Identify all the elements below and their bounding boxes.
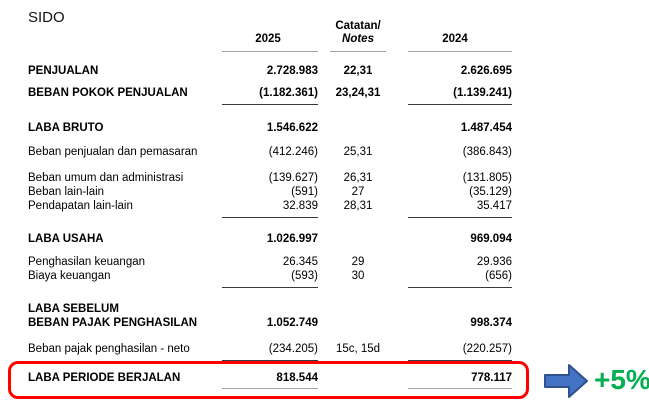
- statement-row: BEBAN POKOK PENJUALAN (1.182.361) 23,24,31…: [28, 86, 512, 100]
- rule-segment: [222, 216, 318, 218]
- value-2024: 969.094: [470, 233, 512, 245]
- row-label: Beban penjualan dan pemasaran: [28, 146, 198, 158]
- notes-header-line2: Notes: [342, 33, 374, 45]
- notes-value: 22,31: [343, 65, 373, 77]
- rule-segment: [408, 286, 512, 288]
- notes-value: 15c, 15d: [335, 343, 381, 355]
- row-label: Pendapatan lain-lain: [28, 200, 133, 212]
- value-2025: 2.728.983: [266, 65, 318, 77]
- rule-segment: [222, 286, 318, 288]
- notes-value: 25,31: [343, 146, 373, 158]
- header-rule-2024: [408, 50, 512, 52]
- value-2024: 29.936: [476, 256, 512, 268]
- header-rule-notes: [330, 50, 386, 52]
- rule-segment: [408, 216, 512, 218]
- notes-value: 30: [351, 270, 365, 282]
- total-rule: [28, 387, 526, 389]
- value-2025: 1.052.749: [266, 317, 318, 329]
- highlight-box: LABA PERIODE BERJALAN 818.544 778.117: [8, 361, 529, 399]
- value-2024: (220.257): [462, 343, 512, 355]
- row-label: Biaya keuangan: [28, 270, 111, 282]
- statement-table: 2025 Catatan/ Notes 2024 PENJUALAN 2.728.…: [28, 20, 512, 361]
- row-label: LABA SEBELUM BEBAN PAJAK PENGHASILAN: [28, 303, 198, 329]
- statement-row: PENJUALAN 2.728.983 22,31 2.626.695: [28, 64, 512, 78]
- statement-row: Beban umum dan administrasi (139.627) 26,3…: [28, 171, 512, 185]
- table-header: 2025 Catatan/ Notes 2024: [28, 20, 512, 46]
- rule-segment: [408, 359, 512, 361]
- value-2024: 998.374: [470, 317, 512, 329]
- total-rule-2024: [408, 387, 512, 389]
- notes-value: 27: [351, 186, 365, 198]
- row-label: Penghasilan keuangan: [28, 256, 146, 268]
- value-2025: 1.546.622: [266, 122, 318, 134]
- row-label: Beban pajak penghasilan - neto: [28, 343, 190, 355]
- value-2025: (1.182.361): [259, 87, 318, 99]
- value-2024: 778.117: [471, 372, 512, 384]
- statement-row: LABA BRUTO 1.546.622 1.487.454: [28, 121, 512, 135]
- value-2025: (412.246): [268, 146, 318, 158]
- value-2024: 35.417: [476, 200, 512, 212]
- statement-row: Biaya keuangan (593) 30 (656): [28, 269, 512, 283]
- column-header-2024: 2024: [442, 33, 468, 45]
- value-2025: 32.839: [282, 200, 318, 212]
- statement-row: LABA USAHA 1.026.997 969.094: [28, 232, 512, 246]
- subtotal-rule: [28, 286, 512, 288]
- statement-row: Beban penjualan dan pemasaran (412.246) 25…: [28, 145, 512, 159]
- notes-value: 28,31: [343, 200, 373, 212]
- value-2024: (131.805): [462, 172, 512, 184]
- row-label: BEBAN POKOK PENJUALAN: [28, 87, 188, 99]
- ticker-label: SIDO: [28, 9, 65, 26]
- total-row: LABA PERIODE BERJALAN 818.544 778.117: [28, 371, 526, 385]
- total-rule-2025: [222, 387, 318, 389]
- rule-segment: [408, 103, 512, 105]
- notes-header-line1: Catatan/: [335, 20, 381, 32]
- row-label: LABA USAHA: [28, 233, 104, 245]
- value-2025: 818.544: [276, 372, 318, 384]
- rule-segment: [222, 359, 318, 361]
- subtotal-rule: [28, 103, 512, 105]
- value-2025: (139.627): [268, 172, 318, 184]
- value-2024: 1.487.454: [460, 122, 512, 134]
- arrow-right-shape: [544, 364, 588, 398]
- growth-percentage: +5%: [594, 364, 649, 395]
- statement-row: LABA SEBELUM BEBAN PAJAK PENGHASILAN 1.052…: [28, 302, 512, 330]
- notes-value: 26,31: [343, 172, 373, 184]
- row-label: LABA BRUTO: [28, 122, 104, 134]
- row-label: LABA PERIODE BERJALAN: [28, 372, 181, 384]
- row-label: PENJUALAN: [28, 65, 99, 77]
- statement-rows: PENJUALAN 2.728.983 22,31 2.626.695 BEBAN PO…: [28, 64, 512, 361]
- column-header-2025: 2025: [255, 33, 281, 45]
- header-rule-2025: [222, 50, 318, 52]
- value-2024: (35.129): [469, 186, 512, 198]
- value-2024: (656): [485, 270, 512, 282]
- value-2025: (591): [291, 186, 318, 198]
- arrow-right-icon: [543, 362, 589, 405]
- value-2025: (234.205): [268, 343, 318, 355]
- statement-row: Beban lain-lain (591) 27 (35.129): [28, 185, 512, 199]
- subtotal-rule: [28, 359, 512, 361]
- statement-row: Pendapatan lain-lain 32.839 28,31 35.417: [28, 199, 512, 213]
- value-2025: 1.026.997: [266, 233, 318, 245]
- row-label: Beban umum dan administrasi: [28, 172, 184, 184]
- value-2025: (593): [291, 270, 318, 282]
- column-header-notes: Catatan/ Notes: [318, 20, 398, 46]
- value-2025: 26.345: [282, 256, 318, 268]
- notes-value: 29: [351, 256, 365, 268]
- notes-value: 23,24,31: [335, 87, 381, 99]
- statement-row: Beban pajak penghasilan - neto (234.205) 1…: [28, 342, 512, 356]
- rule-segment: [222, 103, 318, 105]
- row-label: Beban lain-lain: [28, 186, 105, 198]
- value-2024: 2.626.695: [460, 65, 512, 77]
- value-2024: (1.139.241): [453, 87, 512, 99]
- header-rule: [28, 50, 512, 52]
- subtotal-rule: [28, 216, 512, 218]
- statement-row: Penghasilan keuangan 26.345 29 29.936: [28, 255, 512, 269]
- value-2024: (386.843): [462, 146, 512, 158]
